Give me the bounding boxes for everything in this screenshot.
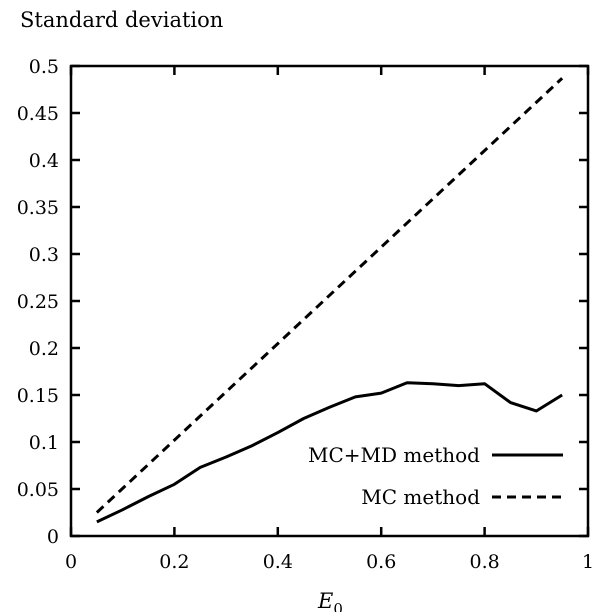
y-axis-title: Standard deviation — [20, 8, 223, 32]
x-tick-label: 0.4 — [263, 551, 293, 573]
y-tick-label: 0.15 — [17, 385, 59, 407]
legend: MC+MD method MC method — [308, 443, 563, 509]
legend-label-2: MC method — [361, 485, 480, 509]
x-tick-label: 0.8 — [469, 551, 499, 573]
series-line-1 — [96, 381, 563, 524]
x-tick-label: 1 — [582, 551, 594, 573]
x-axis-title-main: E — [317, 589, 333, 612]
y-tick-label: 0.1 — [29, 432, 59, 454]
y-tick-label: 0.4 — [29, 150, 59, 172]
y-tick-label: 0.5 — [29, 56, 59, 78]
y-tick-label: 0.45 — [17, 103, 59, 125]
legend-label-1: MC+MD method — [308, 443, 480, 467]
x-tick-label: 0 — [65, 551, 77, 573]
x-tick-label: 0.2 — [159, 551, 189, 573]
x-tick-labels: 0 0.2 0.4 0.6 0.8 1 — [65, 551, 594, 573]
y-tick-label: 0.05 — [17, 479, 59, 501]
y-tick-label: 0.2 — [29, 338, 59, 360]
series-line-2 — [95, 77, 564, 514]
series-layer — [95, 77, 564, 524]
y-tick-label: 0.3 — [29, 244, 59, 266]
axis-ticks — [69, 64, 590, 538]
x-axis-title: E0 — [317, 589, 343, 612]
x-tick-label: 0.6 — [366, 551, 396, 573]
x-axis-title-subscript: 0 — [333, 600, 343, 612]
y-tick-label: 0 — [47, 526, 59, 548]
y-tick-labels: 0 0.05 0.1 0.15 0.2 0.25 0.3 0.35 0.4 0.45 0.5 — [17, 56, 59, 548]
y-tick-label: 0.35 — [17, 197, 59, 219]
y-tick-label: 0.25 — [17, 291, 59, 313]
